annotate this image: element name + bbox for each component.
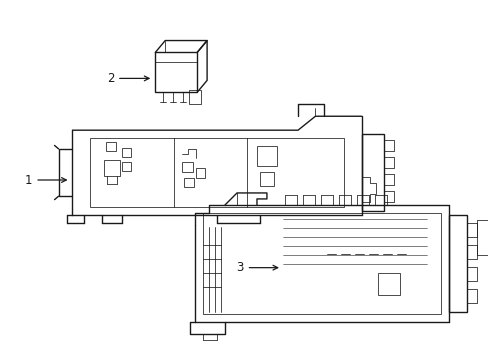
Bar [203, 213, 441, 315]
Bar [182, 162, 193, 172]
Bar [260, 172, 274, 186]
Bar [183, 178, 194, 187]
Bar [476, 220, 488, 255]
Bar [90, 138, 343, 207]
Bar [189, 90, 201, 104]
Bar [257, 146, 277, 166]
Text: 2: 2 [106, 72, 149, 85]
Bar [122, 162, 131, 171]
Bar [377, 273, 399, 295]
Bar [448, 215, 467, 312]
Text: 3: 3 [236, 261, 277, 274]
Bar [122, 148, 131, 157]
Bar [104, 160, 120, 176]
Bar [106, 142, 116, 151]
Bar [155, 53, 197, 92]
Text: 1: 1 [25, 174, 66, 186]
Bar [196, 168, 204, 178]
Bar [361, 134, 383, 211]
